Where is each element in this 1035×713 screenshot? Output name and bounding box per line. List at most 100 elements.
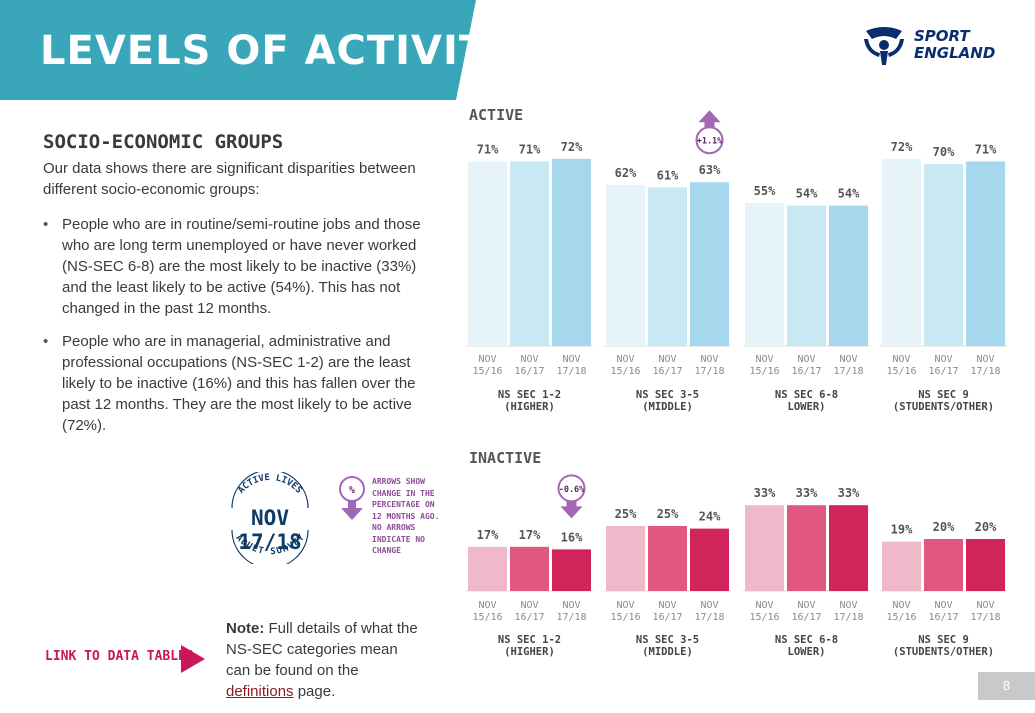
x-tick-label: NOV: [755, 600, 773, 611]
badge-main-text: NOV 17/18: [238, 506, 302, 554]
x-tick-label: 16/17: [652, 612, 682, 623]
bar: [690, 528, 729, 591]
bar-value-label: 19%: [891, 523, 913, 537]
legend-note: ARROWS SHOW CHANGE IN THE PERCENTAGE ON …: [372, 477, 440, 555]
legend-symbol: %: [349, 485, 355, 496]
group-label: (MIDDLE): [642, 646, 693, 658]
bar-value-label: 62%: [615, 166, 637, 180]
bar: [829, 205, 868, 346]
bar-value-label: 33%: [838, 486, 860, 500]
bar: [882, 541, 921, 591]
bar: [966, 161, 1005, 346]
note-tail: page.: [293, 683, 336, 700]
x-tick-label: NOV: [934, 600, 952, 611]
x-tick-label: NOV: [658, 354, 676, 365]
x-tick-label: 17/18: [556, 366, 586, 377]
change-value-label: -0.6%: [559, 485, 585, 495]
bar: [966, 539, 1005, 591]
x-tick-label: NOV: [934, 354, 952, 365]
bar: [648, 187, 687, 346]
link-to-data-tables[interactable]: LINK TO DATA TABLES: [45, 649, 194, 664]
bar-value-label: 33%: [754, 486, 776, 500]
x-tick-label: 15/16: [749, 612, 779, 623]
bar: [787, 205, 826, 346]
group-label: (HIGHER): [504, 646, 555, 658]
x-tick-label: 16/17: [928, 366, 958, 377]
bar: [787, 505, 826, 591]
x-tick-label: 17/18: [970, 612, 1000, 623]
x-tick-label: 16/17: [791, 612, 821, 623]
group-label: NS SEC 3-5: [636, 634, 699, 646]
bar-value-label: 61%: [657, 168, 679, 182]
bar-value-label: 55%: [754, 184, 776, 198]
x-tick-label: NOV: [700, 354, 718, 365]
bar: [468, 161, 507, 346]
group-label: LOWER): [788, 401, 826, 413]
x-tick-label: NOV: [797, 354, 815, 365]
chart-title: INACTIVE: [469, 449, 541, 467]
bar: [468, 546, 507, 591]
badge-ring: ACTIVE LIVES ADULT SURVEY: [231, 472, 309, 564]
bar-value-label: 72%: [891, 140, 913, 154]
bar-value-label: 24%: [699, 510, 721, 524]
header-banner: [0, 0, 476, 100]
bar-value-label: 72%: [561, 140, 583, 154]
change-badge: [557, 474, 586, 503]
bar-value-label: 20%: [933, 520, 955, 534]
x-tick-label: NOV: [976, 354, 994, 365]
group-label: NS SEC 1-2: [498, 389, 561, 401]
x-tick-label: NOV: [892, 600, 910, 611]
x-tick-label: 17/18: [556, 612, 586, 623]
note-bold: Note:: [226, 620, 265, 637]
bar: [510, 161, 549, 346]
bar-value-label: 17%: [477, 528, 499, 542]
bar-value-label: 25%: [615, 507, 637, 521]
bullet-item: People who are in routine/semi-routine j…: [43, 214, 433, 319]
sport-england-logo-icon: [864, 27, 904, 65]
group-label: (STUDENTS/OTHER): [893, 646, 994, 658]
change-badge: [695, 126, 724, 155]
group-label: (MIDDLE): [642, 401, 693, 413]
play-arrow-icon[interactable]: [181, 645, 205, 673]
x-tick-label: 16/17: [791, 366, 821, 377]
note-text: Note: Full details of what the NS-SEC ca…: [226, 618, 426, 702]
x-tick-label: 16/17: [928, 612, 958, 623]
bar-value-label: 70%: [933, 145, 955, 159]
active-lives-badge: ACTIVE LIVES ADULT SURVEY NOV 17/18: [220, 472, 320, 564]
x-tick-label: 15/16: [472, 366, 502, 377]
bar-value-label: 25%: [657, 507, 679, 521]
x-tick-label: NOV: [700, 600, 718, 611]
bullet-item: People who are in managerial, administra…: [43, 331, 433, 436]
bar-value-label: 33%: [796, 486, 818, 500]
intro-text: Our data shows there are significant dis…: [43, 160, 416, 198]
x-tick-label: 17/18: [694, 366, 724, 377]
bar-value-label: 16%: [561, 530, 583, 544]
x-tick-label: 16/17: [514, 366, 544, 377]
bar: [924, 164, 963, 346]
x-tick-label: NOV: [755, 354, 773, 365]
bar-value-label: 71%: [519, 142, 541, 156]
bar-value-label: 17%: [519, 528, 541, 542]
bar-value-label: 54%: [796, 187, 818, 201]
definitions-link[interactable]: definitions: [226, 683, 294, 700]
bar-value-label: 71%: [477, 142, 499, 156]
banner-shape: [0, 0, 476, 100]
bar: [829, 505, 868, 591]
x-tick-label: NOV: [520, 600, 538, 611]
x-tick-label: 17/18: [833, 612, 863, 623]
x-tick-label: 15/16: [886, 366, 916, 377]
group-label: (STUDENTS/OTHER): [893, 401, 994, 413]
x-tick-label: NOV: [797, 600, 815, 611]
logo-text: SPORT ENGLAND: [914, 28, 995, 62]
bar-value-label: 20%: [975, 520, 997, 534]
x-tick-label: 17/18: [833, 366, 863, 377]
bar: [552, 158, 591, 346]
x-tick-label: 17/18: [970, 366, 1000, 377]
note-body: Full details of what the NS-SEC categori…: [226, 620, 418, 679]
group-label: NS SEC 6-8: [775, 634, 838, 646]
bar: [690, 182, 729, 346]
x-tick-label: 16/17: [652, 366, 682, 377]
x-tick-label: NOV: [520, 354, 538, 365]
section-heading: SOCIO-ECONOMIC GROUPS: [43, 131, 284, 153]
change-up-arrow-icon: [698, 110, 721, 131]
